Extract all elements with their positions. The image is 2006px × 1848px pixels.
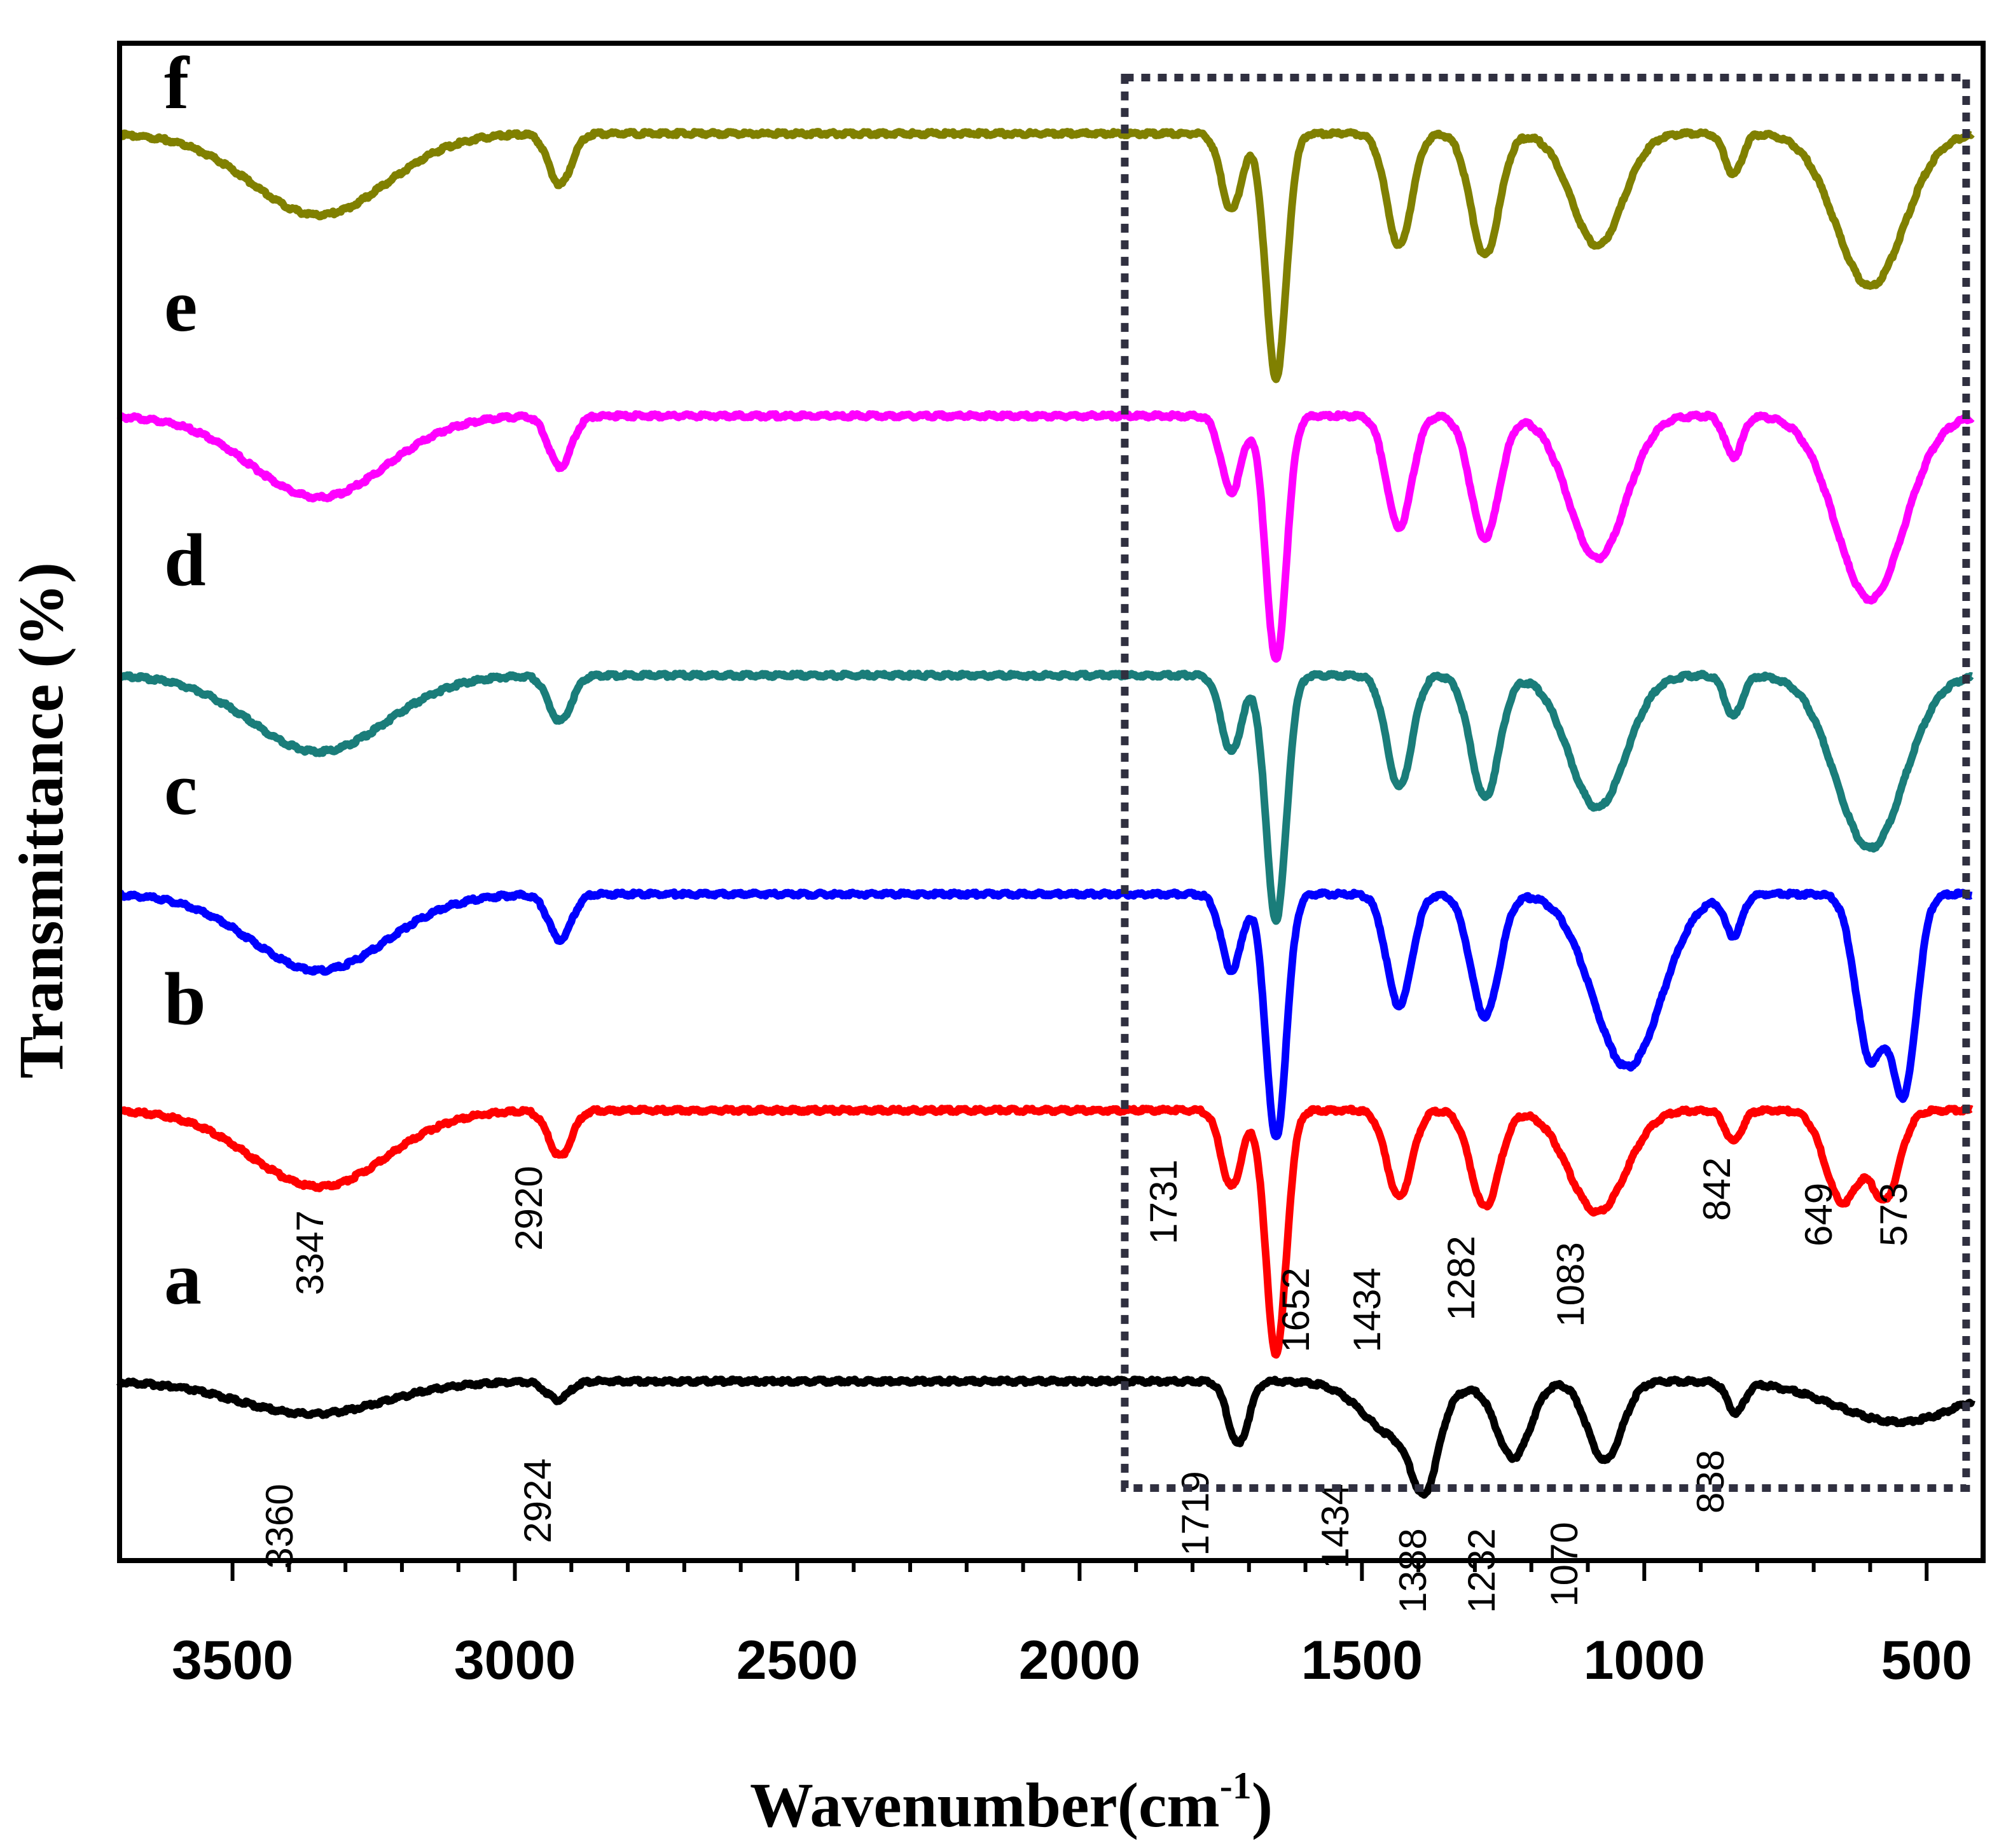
spectrum-line-f [116,128,1975,383]
curve-letter-c: c [164,747,197,831]
peak-label-a-1388: 1388 [1392,1528,1434,1613]
x-axis-title-main: Wavenumber(cm [750,1770,1220,1840]
x-axis-ticks: 3500 3000 2500 2000 1500 1000 500 [172,1561,1972,1691]
x-axis-title-end: ) [1252,1770,1273,1840]
x-tick-label-2500: 2500 [737,1630,858,1691]
x-tick-label-500: 500 [1881,1630,1972,1691]
peak-label-a-2924: 2924 [516,1458,559,1543]
highlight-region-box [1121,74,1970,1492]
x-tick-label-1000: 1000 [1584,1630,1705,1691]
peak-label-b-842: 842 [1696,1157,1738,1221]
curve-letter-d: d [164,518,206,602]
peak-labels: 3360 2924 1719 1434 1388 1232 1070 838 3347 2920 1… [258,1157,1915,1613]
spectrum-line-e [116,410,1975,663]
spectrum-line-b [116,1105,1975,1359]
plot-frame [117,41,1986,1563]
x-axis-title: Wavenumber(cm-1) [750,1765,1273,1840]
curve-letter-f: f [164,41,190,125]
peak-label-a-838: 838 [1689,1450,1732,1514]
peak-label-b-1652: 1652 [1275,1267,1317,1352]
spectra-group [116,128,1975,1499]
x-tick-label-3500: 3500 [172,1630,293,1691]
peak-label-a-3360: 3360 [258,1484,301,1568]
peak-label-b-649: 649 [1797,1183,1840,1246]
spectrum-line-a [116,1376,1975,1499]
y-axis-title: Transmittance (%) [6,562,76,1079]
spectrum-line-d [116,670,1975,925]
peak-label-b-573: 573 [1872,1183,1915,1246]
peak-label-b-1083: 1083 [1549,1242,1592,1327]
curve-letter-a: a [164,1237,202,1320]
peak-label-b-3347: 3347 [289,1210,331,1295]
x-tick-label-2000: 2000 [1019,1630,1140,1691]
peak-label-b-1434: 1434 [1346,1267,1388,1352]
curve-letters: a b c d e f [164,41,206,1320]
x-axis-title-sup: -1 [1220,1765,1252,1807]
curve-letter-b: b [164,957,206,1040]
peak-label-b-1731: 1731 [1142,1159,1185,1244]
x-tick-label-3000: 3000 [454,1630,576,1691]
x-tick-label-1500: 1500 [1301,1630,1423,1691]
peak-label-a-1434: 1434 [1314,1484,1357,1568]
peak-label-a-1070: 1070 [1543,1522,1586,1606]
peak-label-a-1232: 1232 [1460,1528,1503,1613]
curve-letter-e: e [164,264,197,347]
spectrum-line-c [116,888,1975,1141]
peak-label-a-1719: 1719 [1174,1471,1217,1555]
peak-label-b-2920: 2920 [508,1166,550,1250]
peak-label-b-1282: 1282 [1440,1236,1483,1320]
